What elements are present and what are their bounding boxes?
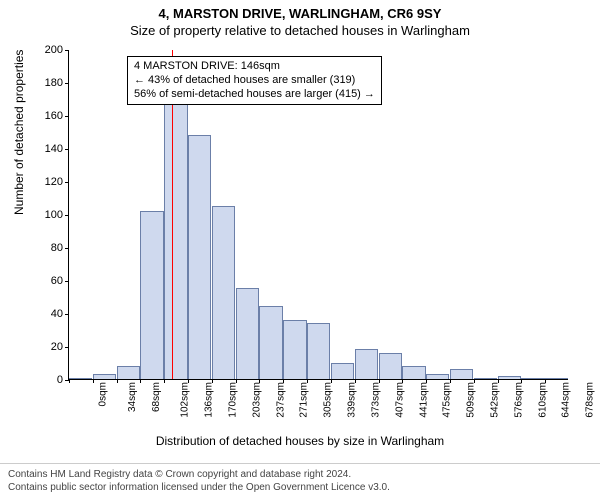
footer: Contains HM Land Registry data © Crown c… bbox=[0, 463, 600, 500]
histogram-bar bbox=[283, 320, 306, 379]
histogram-bar bbox=[140, 211, 163, 379]
histogram-bar bbox=[474, 378, 497, 379]
footer-line-2: Contains public sector information licen… bbox=[8, 481, 592, 494]
x-tick-mark bbox=[402, 379, 403, 383]
x-tick-label: 542sqm bbox=[490, 382, 501, 418]
x-tick-label: 0sqm bbox=[97, 382, 108, 406]
y-tick-label: 0 bbox=[31, 374, 63, 386]
x-tick-mark bbox=[259, 379, 260, 383]
y-tick-mark bbox=[65, 281, 69, 282]
x-tick-mark bbox=[93, 379, 94, 383]
x-tick-label: 576sqm bbox=[513, 382, 524, 418]
x-tick-mark bbox=[188, 379, 189, 383]
x-tick-mark bbox=[331, 379, 332, 383]
x-tick-mark bbox=[379, 379, 380, 383]
x-tick-label: 678sqm bbox=[585, 382, 596, 418]
annotation-line-3: 56% of semi-detached houses are larger (… bbox=[134, 88, 375, 102]
x-tick-mark bbox=[545, 379, 546, 383]
y-tick-mark bbox=[65, 347, 69, 348]
histogram-bar bbox=[402, 366, 425, 379]
histogram-bar bbox=[307, 323, 330, 379]
histogram-bar bbox=[117, 366, 140, 379]
y-tick-mark bbox=[65, 50, 69, 51]
y-tick-mark bbox=[65, 314, 69, 315]
histogram-bar bbox=[331, 363, 354, 380]
x-tick-label: 339sqm bbox=[347, 382, 358, 418]
x-tick-mark bbox=[283, 379, 284, 383]
y-axis-label: Number of detached properties bbox=[12, 50, 26, 215]
histogram-bar bbox=[379, 353, 402, 379]
histogram-bar bbox=[212, 206, 235, 379]
histogram-bar bbox=[164, 84, 187, 379]
x-tick-label: 34sqm bbox=[127, 382, 138, 412]
y-tick-label: 60 bbox=[31, 275, 63, 287]
chart-container: 4, MARSTON DRIVE, WARLINGHAM, CR6 9SY Si… bbox=[0, 0, 600, 500]
x-tick-mark bbox=[236, 379, 237, 383]
x-tick-mark bbox=[474, 379, 475, 383]
histogram-bar bbox=[259, 306, 282, 379]
x-tick-label: 170sqm bbox=[228, 382, 239, 418]
x-tick-label: 102sqm bbox=[180, 382, 191, 418]
x-tick-mark bbox=[69, 379, 70, 383]
y-tick-label: 120 bbox=[31, 176, 63, 188]
y-tick-label: 40 bbox=[31, 308, 63, 320]
x-tick-label: 441sqm bbox=[418, 382, 429, 418]
y-tick-mark bbox=[65, 116, 69, 117]
y-tick-label: 180 bbox=[31, 77, 63, 89]
histogram-bar bbox=[450, 369, 473, 379]
histogram-bar bbox=[188, 135, 211, 379]
chart-plot-area: 0204060801001201401601802000sqm34sqm68sq… bbox=[68, 50, 568, 380]
x-tick-mark bbox=[117, 379, 118, 383]
x-tick-label: 610sqm bbox=[537, 382, 548, 418]
x-tick-label: 136sqm bbox=[204, 382, 215, 418]
x-tick-mark bbox=[212, 379, 213, 383]
x-tick-label: 271sqm bbox=[299, 382, 310, 418]
histogram-bar bbox=[236, 288, 259, 379]
x-tick-mark bbox=[498, 379, 499, 383]
annotation-line-2: ← 43% of detached houses are smaller (31… bbox=[134, 74, 375, 88]
y-tick-label: 200 bbox=[31, 44, 63, 56]
x-tick-label: 509sqm bbox=[466, 382, 477, 418]
x-tick-mark bbox=[521, 379, 522, 383]
y-tick-label: 80 bbox=[31, 242, 63, 254]
x-tick-label: 305sqm bbox=[323, 382, 334, 418]
x-tick-label: 475sqm bbox=[442, 382, 453, 418]
page-title: 4, MARSTON DRIVE, WARLINGHAM, CR6 9SY bbox=[0, 0, 600, 21]
histogram-bar bbox=[93, 374, 116, 379]
annotation-box: 4 MARSTON DRIVE: 146sqm ← 43% of detache… bbox=[127, 56, 382, 105]
y-tick-mark bbox=[65, 215, 69, 216]
x-tick-label: 407sqm bbox=[394, 382, 405, 418]
footer-line-1: Contains HM Land Registry data © Crown c… bbox=[8, 468, 592, 481]
y-tick-mark bbox=[65, 248, 69, 249]
x-tick-mark bbox=[164, 379, 165, 383]
x-tick-label: 237sqm bbox=[275, 382, 286, 418]
y-tick-mark bbox=[65, 83, 69, 84]
histogram-bar bbox=[545, 378, 568, 379]
x-tick-mark bbox=[450, 379, 451, 383]
x-tick-label: 203sqm bbox=[251, 382, 262, 418]
y-tick-mark bbox=[65, 149, 69, 150]
y-tick-label: 160 bbox=[31, 110, 63, 122]
x-tick-label: 373sqm bbox=[370, 382, 381, 418]
x-tick-mark bbox=[355, 379, 356, 383]
histogram-bar bbox=[498, 376, 521, 379]
histogram-bar bbox=[69, 378, 92, 379]
annotation-line-1: 4 MARSTON DRIVE: 146sqm bbox=[134, 60, 375, 74]
x-tick-mark bbox=[426, 379, 427, 383]
x-tick-label: 68sqm bbox=[151, 382, 162, 412]
y-tick-label: 140 bbox=[31, 143, 63, 155]
y-tick-label: 20 bbox=[31, 341, 63, 353]
x-tick-label: 644sqm bbox=[561, 382, 572, 418]
histogram-bar bbox=[355, 349, 378, 379]
histogram-bar bbox=[426, 374, 449, 379]
histogram-bar bbox=[521, 378, 544, 379]
x-axis-label: Distribution of detached houses by size … bbox=[0, 434, 600, 448]
x-tick-mark bbox=[307, 379, 308, 383]
y-tick-mark bbox=[65, 182, 69, 183]
x-tick-mark bbox=[140, 379, 141, 383]
y-tick-label: 100 bbox=[31, 209, 63, 221]
page-subtitle: Size of property relative to detached ho… bbox=[0, 21, 600, 38]
